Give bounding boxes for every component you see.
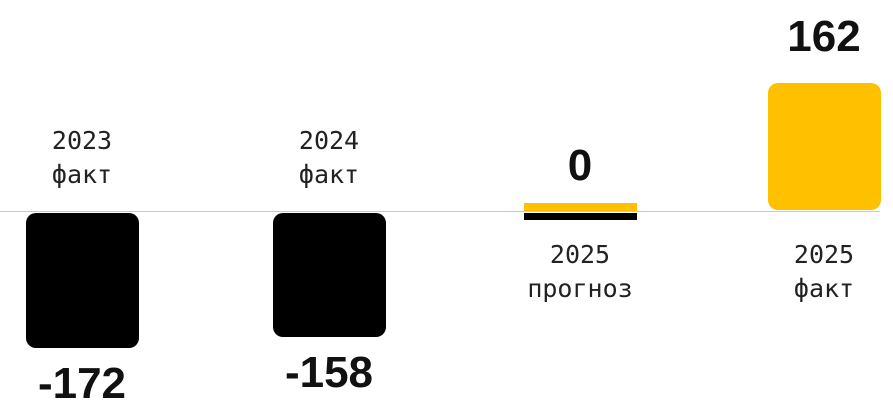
category-label: 2025 прогноз <box>527 240 633 303</box>
value-label: 162 <box>787 11 861 61</box>
category-label: 2025 факт <box>793 240 855 303</box>
bar <box>767 82 881 210</box>
category-label: 2023 факт <box>51 126 113 189</box>
category-label: 2024 факт <box>298 126 360 189</box>
value-label: -158 <box>284 348 374 397</box>
bar <box>25 213 139 348</box>
axis-line <box>0 211 880 212</box>
value-label: -172 <box>37 359 127 408</box>
value-label: 0 <box>567 141 593 190</box>
bar <box>523 203 637 220</box>
bar <box>272 213 386 337</box>
